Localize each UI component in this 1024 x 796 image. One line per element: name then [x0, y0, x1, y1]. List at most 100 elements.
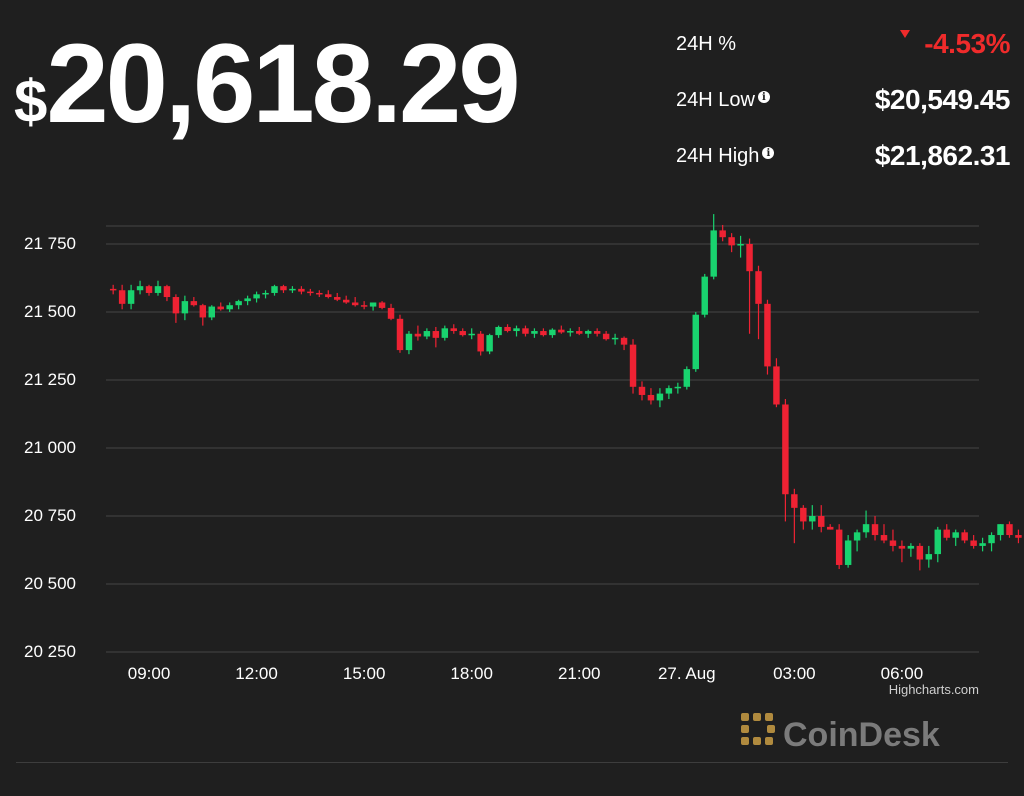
candle[interactable]: [773, 358, 780, 408]
candle[interactable]: [844, 535, 852, 568]
candle[interactable]: [925, 545, 933, 568]
candle[interactable]: [997, 524, 1004, 541]
candle[interactable]: [692, 312, 699, 372]
info-icon[interactable]: i: [762, 147, 775, 159]
candle[interactable]: [862, 510, 870, 538]
candle[interactable]: [342, 295, 350, 304]
candle[interactable]: [620, 336, 628, 351]
candle[interactable]: [593, 328, 601, 337]
candle[interactable]: [307, 288, 314, 296]
candle[interactable]: [979, 537, 986, 552]
candle[interactable]: [602, 331, 610, 341]
candle[interactable]: [396, 314, 404, 353]
candle[interactable]: [235, 299, 242, 310]
candle[interactable]: [163, 284, 171, 302]
candle[interactable]: [145, 284, 153, 296]
candle[interactable]: [1015, 529, 1022, 544]
candle[interactable]: [871, 516, 879, 541]
candle[interactable]: [818, 505, 825, 533]
candle[interactable]: [459, 328, 466, 337]
candle[interactable]: [190, 297, 198, 307]
candle[interactable]: [298, 286, 305, 295]
candle[interactable]: [199, 303, 207, 326]
candle[interactable]: [334, 292, 341, 302]
candle[interactable]: [450, 324, 457, 334]
candle[interactable]: [154, 280, 162, 296]
candle[interactable]: [513, 325, 520, 337]
candle[interactable]: [1006, 521, 1013, 538]
candle[interactable]: [441, 325, 449, 341]
candle[interactable]: [244, 295, 251, 306]
candle[interactable]: [378, 301, 386, 310]
info-icon[interactable]: i: [757, 91, 770, 103]
candle[interactable]: [853, 529, 861, 552]
candle[interactable]: [432, 326, 440, 348]
candle[interactable]: [127, 284, 135, 310]
candle[interactable]: [916, 543, 924, 571]
candle[interactable]: [710, 214, 717, 280]
candle[interactable]: [584, 329, 592, 338]
candle[interactable]: [764, 299, 771, 375]
highcharts-credit[interactable]: Highcharts.com: [889, 682, 979, 697]
candle[interactable]: [486, 333, 493, 355]
candle[interactable]: [611, 333, 619, 345]
coindesk-logo[interactable]: CoinDesk: [741, 713, 940, 754]
candle[interactable]: [253, 291, 260, 303]
candle[interactable]: [540, 328, 547, 337]
candle[interactable]: [880, 524, 888, 544]
candle[interactable]: [549, 328, 556, 338]
candle[interactable]: [387, 303, 395, 321]
candle[interactable]: [423, 328, 431, 340]
candle[interactable]: [360, 301, 368, 310]
candle[interactable]: [369, 302, 377, 311]
candle[interactable]: [109, 284, 117, 295]
candle[interactable]: [907, 543, 915, 557]
candle[interactable]: [988, 532, 995, 552]
candle[interactable]: [746, 238, 753, 334]
candle[interactable]: [826, 524, 834, 530]
candle[interactable]: [226, 302, 233, 312]
candle[interactable]: [217, 302, 224, 311]
candle[interactable]: [576, 326, 583, 336]
candle[interactable]: [737, 235, 744, 258]
candle[interactable]: [719, 224, 726, 242]
candle[interactable]: [325, 290, 332, 299]
candle[interactable]: [791, 488, 798, 544]
candle[interactable]: [351, 297, 359, 307]
candle[interactable]: [495, 325, 502, 338]
candle[interactable]: [656, 388, 664, 408]
candle[interactable]: [558, 325, 565, 334]
candle[interactable]: [647, 388, 655, 405]
candle[interactable]: [970, 535, 977, 549]
candle[interactable]: [271, 284, 278, 296]
candle[interactable]: [172, 294, 180, 323]
candle[interactable]: [674, 382, 682, 394]
candle[interactable]: [728, 233, 735, 253]
candle[interactable]: [405, 331, 413, 355]
candle[interactable]: [289, 286, 296, 293]
candle[interactable]: [961, 529, 968, 544]
candle[interactable]: [504, 324, 511, 333]
candle[interactable]: [889, 529, 897, 552]
candle[interactable]: [531, 328, 538, 338]
candle[interactable]: [567, 328, 574, 337]
candle[interactable]: [782, 399, 789, 522]
candle[interactable]: [800, 505, 807, 530]
candle[interactable]: [943, 524, 950, 541]
candle[interactable]: [665, 385, 673, 400]
candle[interactable]: [809, 505, 816, 530]
candle[interactable]: [118, 284, 126, 310]
candle[interactable]: [181, 295, 189, 321]
candle[interactable]: [280, 284, 287, 293]
candle[interactable]: [638, 381, 646, 401]
candle[interactable]: [629, 339, 637, 394]
candle[interactable]: [934, 526, 941, 563]
candle[interactable]: [477, 331, 484, 356]
candle[interactable]: [208, 305, 215, 321]
candle[interactable]: [262, 290, 269, 299]
candle[interactable]: [414, 325, 422, 341]
candle[interactable]: [835, 524, 843, 570]
candle[interactable]: [468, 328, 475, 340]
candle[interactable]: [755, 265, 762, 340]
candle[interactable]: [701, 273, 708, 318]
